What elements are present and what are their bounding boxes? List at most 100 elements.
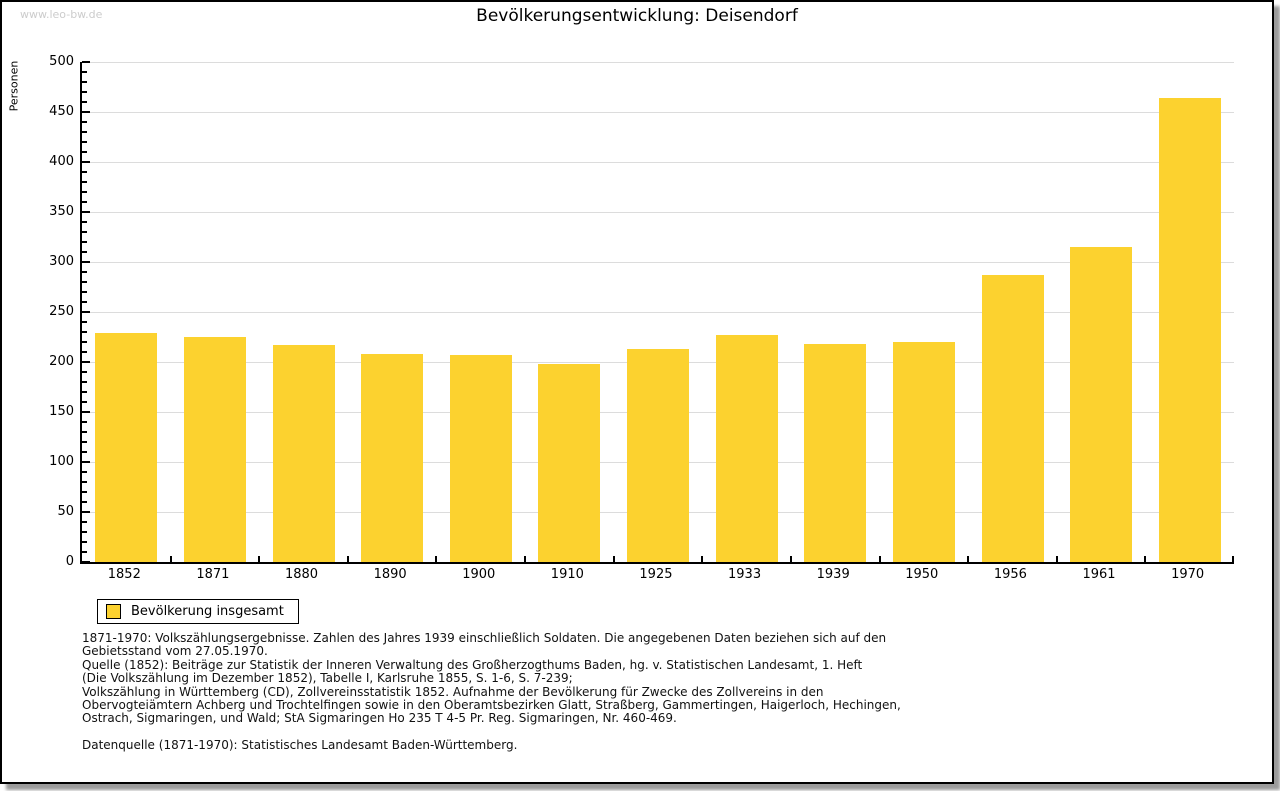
y-minor-tick: [82, 471, 87, 473]
x-tick: [435, 556, 437, 564]
y-tick-label: 450: [49, 104, 74, 119]
bar-1880: [272, 345, 335, 562]
x-tick: [1232, 556, 1234, 564]
x-tick-label-1925: 1925: [639, 567, 673, 582]
footer-line: 1871-1970: Volkszählungsergebnisse. Zahl…: [82, 631, 887, 645]
x-tick: [879, 556, 881, 564]
y-minor-tick: [82, 401, 87, 403]
legend-label: Bevölkerung insgesamt: [131, 604, 284, 619]
y-major-tick: [82, 561, 90, 563]
legend: Bevölkerung insgesamt: [97, 599, 299, 624]
y-tick-label: 150: [49, 404, 74, 419]
gridline: [82, 62, 1234, 63]
y-minor-tick: [82, 371, 87, 373]
y-major-tick: [82, 361, 90, 363]
x-tick-label-1970: 1970: [1171, 567, 1205, 582]
x-tick: [613, 556, 615, 564]
y-major-tick: [82, 311, 90, 313]
x-tick: [1144, 556, 1146, 564]
y-minor-tick: [82, 291, 87, 293]
x-tick-label-1950: 1950: [905, 567, 939, 582]
y-minor-tick: [82, 331, 87, 333]
y-minor-tick: [82, 251, 87, 253]
x-tick: [524, 556, 526, 564]
x-tick: [967, 556, 969, 564]
y-tick-label: 50: [57, 504, 74, 519]
y-minor-tick: [82, 201, 87, 203]
y-minor-tick: [82, 231, 87, 233]
bar-1900: [449, 355, 512, 562]
watermark-text: www.leo-bw.de: [20, 8, 103, 21]
y-minor-tick: [82, 441, 87, 443]
y-major-tick: [82, 411, 90, 413]
y-minor-tick: [82, 131, 87, 133]
y-tick-label: 250: [49, 304, 74, 319]
y-minor-tick: [82, 421, 87, 423]
x-tick: [170, 556, 172, 564]
y-minor-tick: [82, 531, 87, 533]
footer-line: Volkszählung in Württemberg (CD), Zollve…: [82, 684, 824, 699]
y-major-tick: [82, 61, 90, 63]
y-minor-tick: [82, 241, 87, 243]
y-minor-tick: [82, 271, 87, 273]
footer-data-source: Datenquelle (1871-1970): Statistisches L…: [82, 737, 518, 752]
x-tick-label-1939: 1939: [816, 567, 850, 582]
bar-1956: [981, 275, 1044, 562]
x-tick-label-1852: 1852: [107, 567, 141, 582]
gridline: [82, 112, 1234, 113]
gridline: [82, 312, 1234, 313]
gridline: [82, 262, 1234, 263]
y-minor-tick: [82, 71, 87, 73]
y-minor-tick: [82, 321, 87, 323]
y-major-tick: [82, 211, 90, 213]
bar-1970: [1158, 98, 1221, 562]
footer-line: Quelle (1852): Beiträge zur Statistik de…: [82, 657, 863, 672]
footer-line: (Die Volkszählung im Dezember 1852), Tab…: [82, 671, 573, 686]
y-major-tick: [82, 511, 90, 513]
y-minor-tick: [82, 141, 87, 143]
y-minor-tick: [82, 431, 87, 433]
bar-1890: [361, 354, 424, 562]
footer-notes: 1871-1970: Volkszählungsergebnisse. Zahl…: [82, 631, 901, 752]
x-tick: [701, 556, 703, 564]
y-major-tick: [82, 161, 90, 163]
y-tick-label: 350: [49, 204, 74, 219]
x-axis-tick-labels: 1852 1871 1880 1890 1900 1910 1925 1933 1939 1950…: [80, 565, 1232, 582]
y-minor-tick: [82, 551, 87, 553]
y-tick-label: 100: [49, 454, 74, 469]
y-minor-tick: [82, 221, 87, 223]
y-minor-tick: [82, 151, 87, 153]
x-tick: [1056, 556, 1058, 564]
x-tick-label-1910: 1910: [550, 567, 584, 582]
gridline: [82, 212, 1234, 213]
bar-1933: [715, 335, 778, 562]
bar-1961: [1070, 247, 1133, 562]
bar-1852: [95, 333, 158, 562]
y-minor-tick: [82, 481, 87, 483]
x-tick: [258, 556, 260, 564]
y-major-tick: [82, 461, 90, 463]
x-tick: [790, 556, 792, 564]
y-tick-label: 0: [65, 554, 74, 569]
y-tick-label: 500: [49, 54, 74, 69]
y-minor-tick: [82, 451, 87, 453]
footer-line: Ostrach, Sigmaringen, und Wald; StA Sigm…: [82, 711, 677, 726]
y-minor-tick: [82, 81, 87, 83]
y-axis-tick-labels: 0 50 100 150 200 250 300 350 400 450 500: [2, 55, 74, 569]
y-minor-tick: [82, 91, 87, 93]
y-minor-tick: [82, 521, 87, 523]
bar-1950: [892, 342, 955, 562]
y-minor-tick: [82, 491, 87, 493]
gridline: [82, 162, 1234, 163]
y-minor-tick: [82, 541, 87, 543]
y-tick-label: 200: [49, 354, 74, 369]
bar-1910: [538, 364, 601, 562]
y-minor-tick: [82, 171, 87, 173]
chart-title: Bevölkerungsentwicklung: Deisendorf: [476, 6, 798, 26]
y-major-tick: [82, 261, 90, 263]
y-minor-tick: [82, 381, 87, 383]
footer-line: Gebietsstand vom 27.05.1970.: [82, 644, 268, 659]
y-minor-tick: [82, 341, 87, 343]
y-minor-tick: [82, 501, 87, 503]
